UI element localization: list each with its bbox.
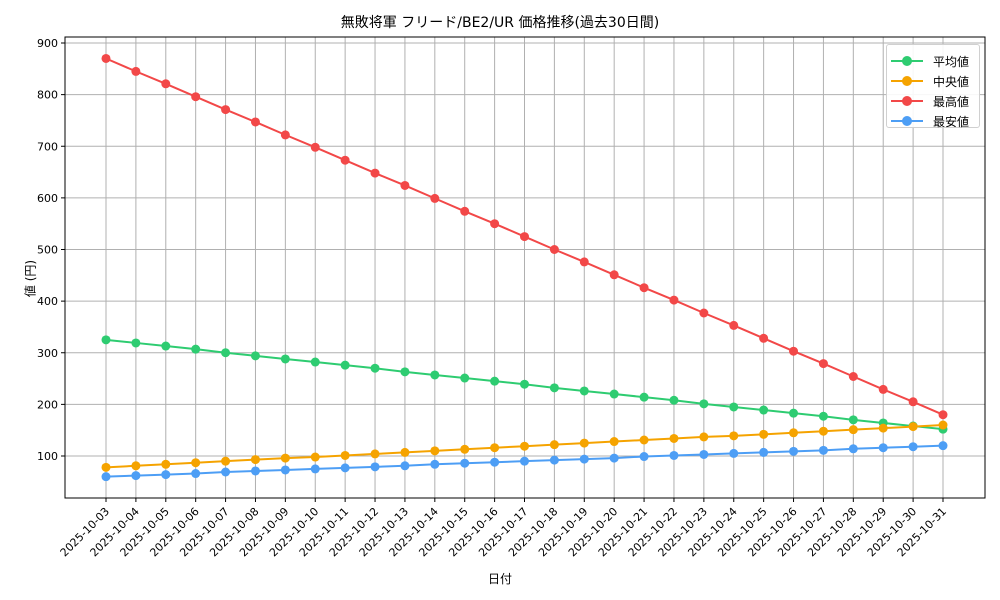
legend-label: 中央値 [933, 75, 970, 89]
legend-marker-icon [902, 116, 912, 126]
legend-marker-icon [902, 56, 912, 66]
svg-text:200: 200 [37, 398, 58, 411]
y-axis-label: 値 (円) [23, 259, 38, 298]
svg-text:400: 400 [37, 295, 58, 308]
legend-item-average: 平均値 [887, 51, 979, 71]
svg-text:900: 900 [37, 37, 58, 50]
legend-label: 平均値 [933, 55, 970, 69]
legend-label: 最安値 [933, 115, 970, 129]
legend-item-max: 最高値 [887, 91, 979, 111]
legend-item-median: 中央値 [887, 71, 979, 91]
x-axis-label: 日付 [487, 572, 513, 586]
svg-text:700: 700 [37, 140, 58, 153]
svg-text:800: 800 [37, 89, 58, 102]
legend-label: 最高値 [933, 95, 970, 109]
svg-text:300: 300 [37, 347, 58, 360]
svg-text:600: 600 [37, 192, 58, 205]
legend-marker-icon [902, 76, 912, 86]
svg-text:100: 100 [37, 450, 58, 463]
legend-marker-icon [902, 96, 912, 106]
chart-title: 無敗将軍 フリード/BE2/UR 価格推移(過去30日間) [340, 15, 660, 31]
svg-text:500: 500 [37, 244, 58, 257]
legend: 平均値 中央値 最高値 最安値 [886, 44, 980, 131]
legend-item-min: 最安値 [887, 111, 979, 131]
